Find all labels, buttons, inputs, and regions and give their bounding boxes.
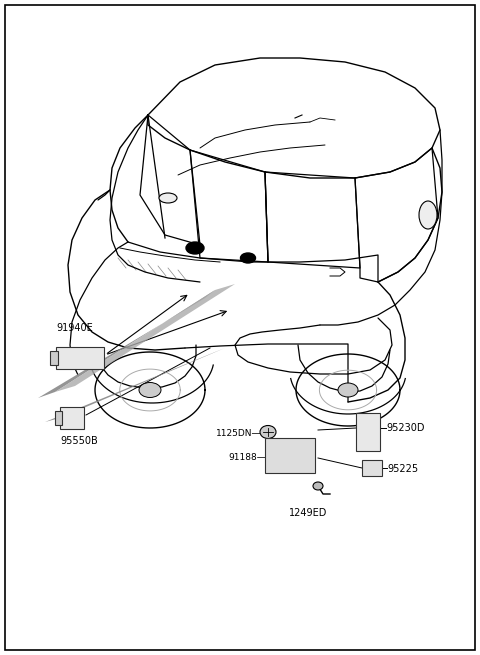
Bar: [362, 460, 382, 476]
Polygon shape: [45, 348, 225, 422]
Bar: [55, 411, 61, 425]
Ellipse shape: [240, 253, 255, 263]
Ellipse shape: [159, 193, 177, 203]
Text: 91940E: 91940E: [56, 323, 93, 333]
Bar: [50, 351, 58, 365]
Text: 1249ED: 1249ED: [289, 508, 327, 518]
Ellipse shape: [338, 383, 358, 397]
Ellipse shape: [419, 201, 437, 229]
Text: 95230D: 95230D: [386, 423, 424, 433]
Polygon shape: [55, 284, 235, 392]
Bar: [56, 347, 104, 369]
Text: 95225: 95225: [387, 464, 418, 474]
Ellipse shape: [260, 426, 276, 438]
Ellipse shape: [139, 383, 161, 398]
Ellipse shape: [186, 242, 204, 254]
Bar: [60, 407, 84, 429]
Polygon shape: [38, 290, 215, 398]
Ellipse shape: [313, 482, 323, 490]
Text: 91188—: 91188—: [228, 453, 266, 462]
Text: 1125DN—: 1125DN—: [216, 430, 262, 438]
Text: 95550B: 95550B: [60, 436, 98, 446]
Bar: [356, 413, 380, 451]
Bar: [265, 438, 315, 472]
